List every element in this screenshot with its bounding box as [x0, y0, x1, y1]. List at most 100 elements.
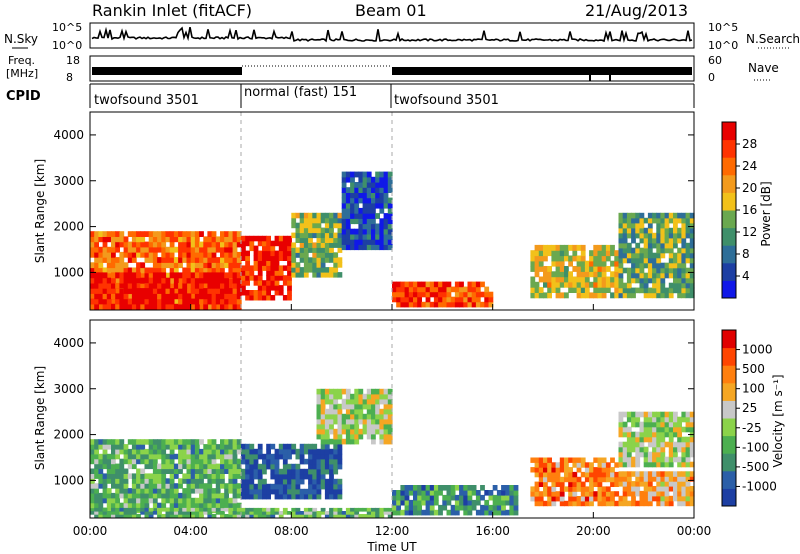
- data-cell: [480, 485, 485, 491]
- data-cell: [303, 267, 309, 273]
- data-cell: [610, 491, 615, 497]
- data-cell: [299, 448, 305, 455]
- data-cell: [215, 478, 221, 484]
- data-cell: [228, 511, 234, 515]
- data-cell: [232, 511, 238, 515]
- data-cell: [102, 298, 108, 305]
- data-cell: [618, 471, 624, 477]
- data-cell: [190, 444, 196, 450]
- data-cell: [165, 303, 171, 310]
- data-cell: [605, 467, 611, 473]
- data-cell: [165, 468, 171, 474]
- data-cell: [597, 476, 603, 483]
- data-cell: [341, 438, 347, 445]
- data-cell: [245, 473, 250, 480]
- data-cell: [320, 242, 326, 248]
- data-cell: [220, 497, 225, 504]
- data-cell: [262, 245, 267, 252]
- data-cell: [102, 453, 108, 460]
- data-cell: [303, 257, 309, 263]
- data-cell: [656, 486, 662, 492]
- data-cell: [333, 408, 339, 415]
- data-cell: [106, 251, 112, 258]
- data-cell: [333, 242, 339, 248]
- data-cell: [677, 262, 682, 269]
- data-cell: [324, 388, 330, 395]
- data-cell: [421, 301, 427, 308]
- data-cell: [429, 485, 435, 491]
- data-cell: [564, 281, 569, 288]
- data-cell: [220, 478, 225, 484]
- data-cell: [383, 182, 389, 188]
- data-cell: [421, 494, 427, 501]
- data-cell: [643, 490, 649, 497]
- data-cell: [593, 281, 599, 288]
- data-cell: [320, 507, 326, 512]
- data-cell: [580, 260, 586, 267]
- data-cell: [102, 288, 108, 294]
- data-cell: [190, 288, 196, 294]
- data-cell: [131, 502, 137, 509]
- data-cell: [245, 295, 250, 301]
- data-cell: [358, 433, 364, 440]
- data-cell: [253, 260, 259, 266]
- data-cell: [677, 257, 682, 264]
- data-cell: [152, 463, 158, 470]
- data-cell: [538, 292, 544, 299]
- data-cell: [668, 217, 674, 224]
- data-cell: [324, 398, 330, 405]
- data-cell: [610, 496, 615, 502]
- data-cell: [203, 458, 209, 465]
- data-cell: [186, 241, 192, 248]
- data-cell: [513, 485, 519, 491]
- data-cell: [148, 288, 154, 294]
- data-cell: [576, 496, 582, 502]
- data-cell: [282, 265, 288, 271]
- data-cell: [408, 509, 414, 516]
- data-cell: [589, 486, 594, 492]
- data-cell: [111, 439, 116, 445]
- data-cell: [207, 444, 213, 450]
- data-cell: [131, 492, 137, 499]
- data-cell: [584, 292, 590, 299]
- data-cell: [249, 290, 255, 296]
- colorbar-swatch: [722, 347, 736, 366]
- data-cell: [601, 271, 607, 278]
- data-cell: [106, 497, 112, 504]
- data-cell: [668, 441, 674, 448]
- data-cell: [90, 511, 95, 515]
- data-cell: [350, 398, 355, 405]
- data-cell: [484, 504, 490, 511]
- data-cell: [287, 285, 292, 291]
- data-cell: [274, 511, 280, 515]
- data-cell: [245, 275, 250, 281]
- data-cell: [668, 242, 674, 249]
- data-cell: [220, 483, 225, 489]
- data-cell: [90, 444, 95, 450]
- data-cell: [274, 448, 280, 455]
- data-cell: [396, 490, 401, 496]
- data-cell: [295, 488, 301, 495]
- nave-label: Nave: [748, 61, 779, 75]
- data-cell: [262, 463, 267, 470]
- data-cell: [538, 457, 544, 463]
- data-cell: [111, 463, 116, 470]
- data-cell: [228, 468, 234, 474]
- data-cell: [475, 286, 481, 293]
- data-cell: [182, 514, 188, 518]
- data-cell: [253, 245, 259, 252]
- data-cell: [647, 227, 653, 234]
- data-cell: [203, 236, 209, 243]
- data-cell: [601, 287, 607, 293]
- data-cell: [677, 431, 682, 438]
- data-cell: [119, 502, 125, 509]
- data-cell: [383, 511, 389, 515]
- data-cell: [593, 255, 599, 262]
- data-cell: [681, 461, 687, 468]
- data-cell: [622, 431, 628, 438]
- data-cell: [312, 443, 318, 450]
- data-cell: [178, 288, 183, 294]
- data-cell: [543, 266, 548, 272]
- data-cell: [291, 262, 297, 268]
- data-cell: [152, 236, 158, 243]
